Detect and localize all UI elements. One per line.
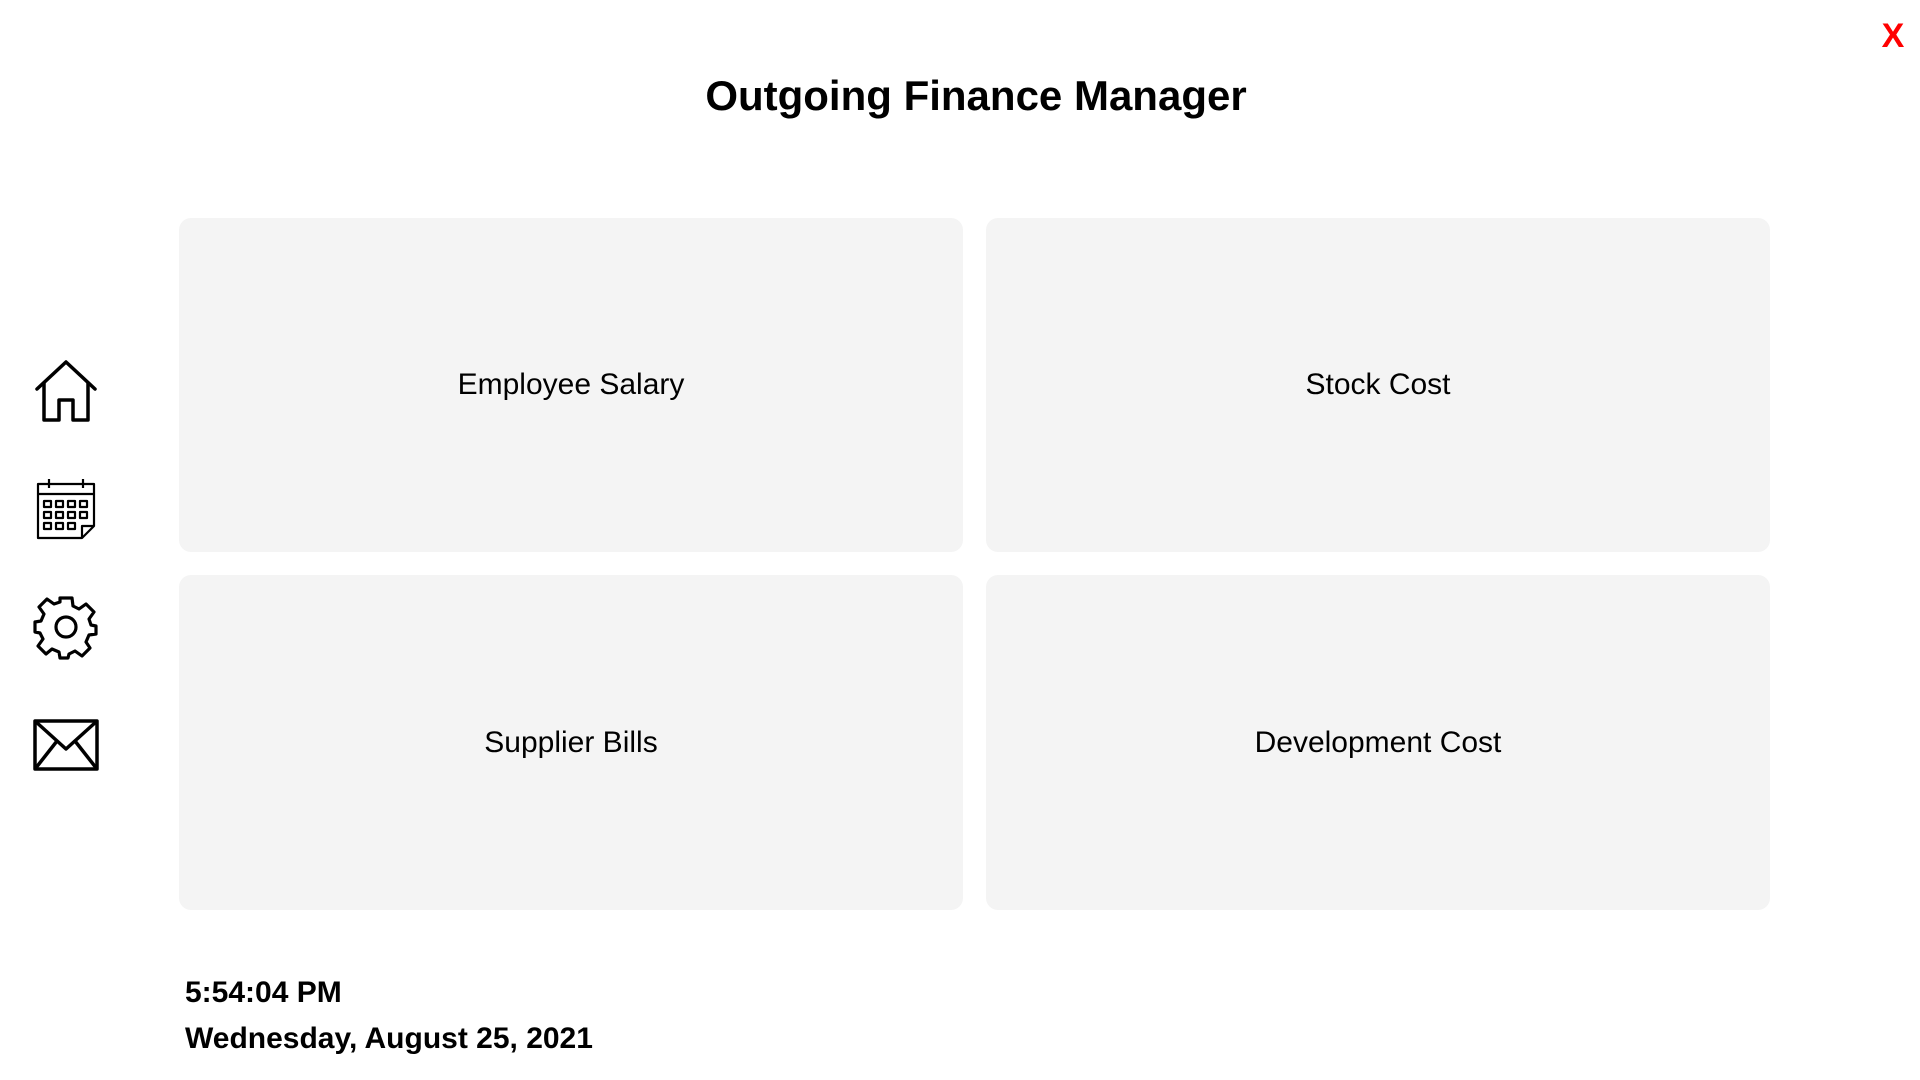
sidebar-item-calendar[interactable] [26,464,106,554]
sidebar-item-settings[interactable] [26,582,106,672]
calendar-icon [35,476,97,542]
clock-date: Wednesday, August 25, 2021 [185,1022,593,1055]
close-button[interactable]: X [1881,16,1905,55]
tile-employee-salary[interactable]: Employee Salary [179,218,963,552]
tile-stock-cost[interactable]: Stock Cost [986,218,1770,552]
tile-label: Stock Cost [1305,368,1451,401]
clock: 5:54:04 PM Wednesday, August 25, 2021 [185,970,593,1062]
tile-label: Development Cost [1254,725,1502,759]
gear-icon [33,594,99,660]
sidebar [26,346,106,818]
tile-label: Supplier Bills [484,725,658,759]
mail-icon [33,719,99,771]
clock-time: 5:54:04 PM [185,976,342,1009]
sidebar-item-mail[interactable] [26,700,106,790]
tile-label: Employee Salary [457,368,685,401]
page-title: Outgoing Finance Manager [705,72,1247,119]
sidebar-item-home[interactable] [26,346,106,436]
tile-supplier-bills[interactable]: Supplier Bills [179,575,963,910]
home-icon [33,358,99,424]
tile-development-cost[interactable]: Development Cost [986,575,1770,910]
